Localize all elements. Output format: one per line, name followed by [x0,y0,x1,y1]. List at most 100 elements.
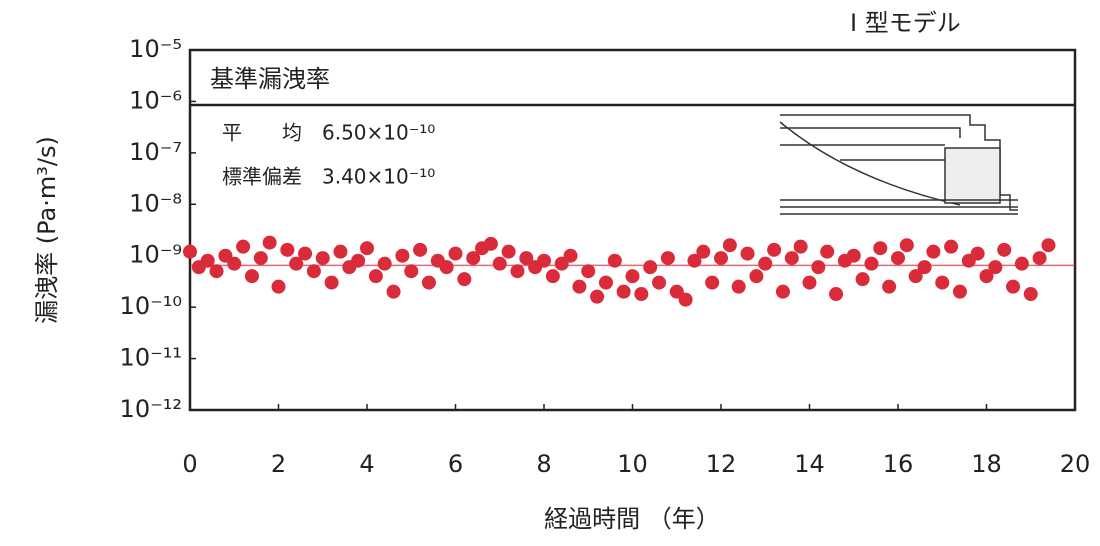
data-point [253,251,268,266]
data-point [351,253,366,268]
data-point [811,260,826,275]
x-tick-label: 12 [706,450,737,478]
x-tick-label: 20 [1060,450,1091,478]
inset-diagram [779,114,1018,215]
data-point [616,284,631,299]
data-point [864,256,879,271]
data-point [439,260,454,275]
data-point [368,269,383,284]
data-point [244,269,259,284]
data-point [1032,251,1047,266]
y-tick-label: 10⁻⁷ [129,138,182,166]
data-point [404,264,419,279]
data-point [802,275,817,290]
data-point [377,256,392,271]
data-point [749,269,764,284]
data-point [678,292,693,307]
x-axis-label: 経過時間 （年） [544,505,720,533]
data-point [908,269,923,284]
data-point [696,244,711,259]
data-point [899,238,914,253]
y-tick-label: 10⁻⁶ [129,86,182,114]
data-point [970,246,985,261]
data-point [643,260,658,275]
data-point [572,279,587,294]
data-point [722,238,737,253]
data-point [537,253,551,268]
data-point [545,269,560,284]
x-tick-label: 16 [883,450,914,478]
data-point [598,275,613,290]
data-point [784,251,799,266]
model-label: I 型モデル [850,9,961,37]
data-point [882,279,897,294]
chart-title: 基準漏洩率 [210,65,330,93]
mean-annotation: 平 均 6.50×10⁻¹⁰ [222,121,435,145]
x-tick-label: 10 [617,450,648,478]
y-tick-label: 10⁻¹⁰ [120,292,182,320]
data-point [360,241,374,256]
data-point [315,251,330,266]
data-point [775,284,790,299]
data-point [660,251,675,266]
data-point [979,269,994,284]
data-point [758,256,773,271]
data-point [386,284,401,299]
data-point [581,264,596,279]
data-point [634,287,649,302]
data-point [607,253,622,268]
data-point [448,246,463,261]
data-point [873,241,888,256]
y-tick-label: 10⁻¹¹ [120,344,182,372]
data-point [1041,238,1056,253]
data-point [714,251,728,266]
data-point [944,239,959,254]
data-point [829,287,844,302]
data-point [271,279,286,294]
data-point [652,275,667,290]
data-point [395,248,410,263]
data-point [457,272,472,287]
data-point [492,256,507,271]
data-point [289,256,304,271]
data-point [413,242,428,257]
data-point [298,246,313,261]
data-point [324,275,339,290]
data-point [687,253,702,268]
data-point [590,289,605,304]
data-point [510,264,525,279]
data-point [891,251,905,266]
data-point [988,260,1003,275]
x-tick-label: 8 [536,450,551,478]
y-tick-label: 10⁻⁸ [129,189,182,217]
y-tick-label: 10⁻⁵ [129,35,182,63]
x-tick-label: 2 [271,450,286,478]
data-point [183,244,197,259]
y-tick-label: 10⁻⁹ [129,241,182,269]
x-tick-label: 4 [359,450,374,478]
data-point [466,251,481,266]
data-point [306,264,321,279]
data-point [625,269,640,284]
x-tick-label: 6 [448,450,463,478]
data-point [952,284,967,299]
y-tick-label: 10⁻¹² [120,395,182,423]
data-point [705,275,720,290]
data-point [563,248,578,263]
data-point [501,244,516,259]
data-point [997,242,1012,257]
sd-annotation: 標準偏差 3.40×10⁻¹⁰ [222,165,435,189]
x-tick-label: 18 [971,450,1002,478]
x-tick-label: 14 [794,450,825,478]
data-point [200,253,215,268]
data-point [917,260,932,275]
data-point [209,264,224,279]
data-point [935,275,950,290]
data-point [926,244,941,259]
data-point [333,244,348,259]
data-point [767,242,782,257]
data-point [740,246,755,261]
data-point [1023,287,1038,302]
data-point [483,236,498,251]
